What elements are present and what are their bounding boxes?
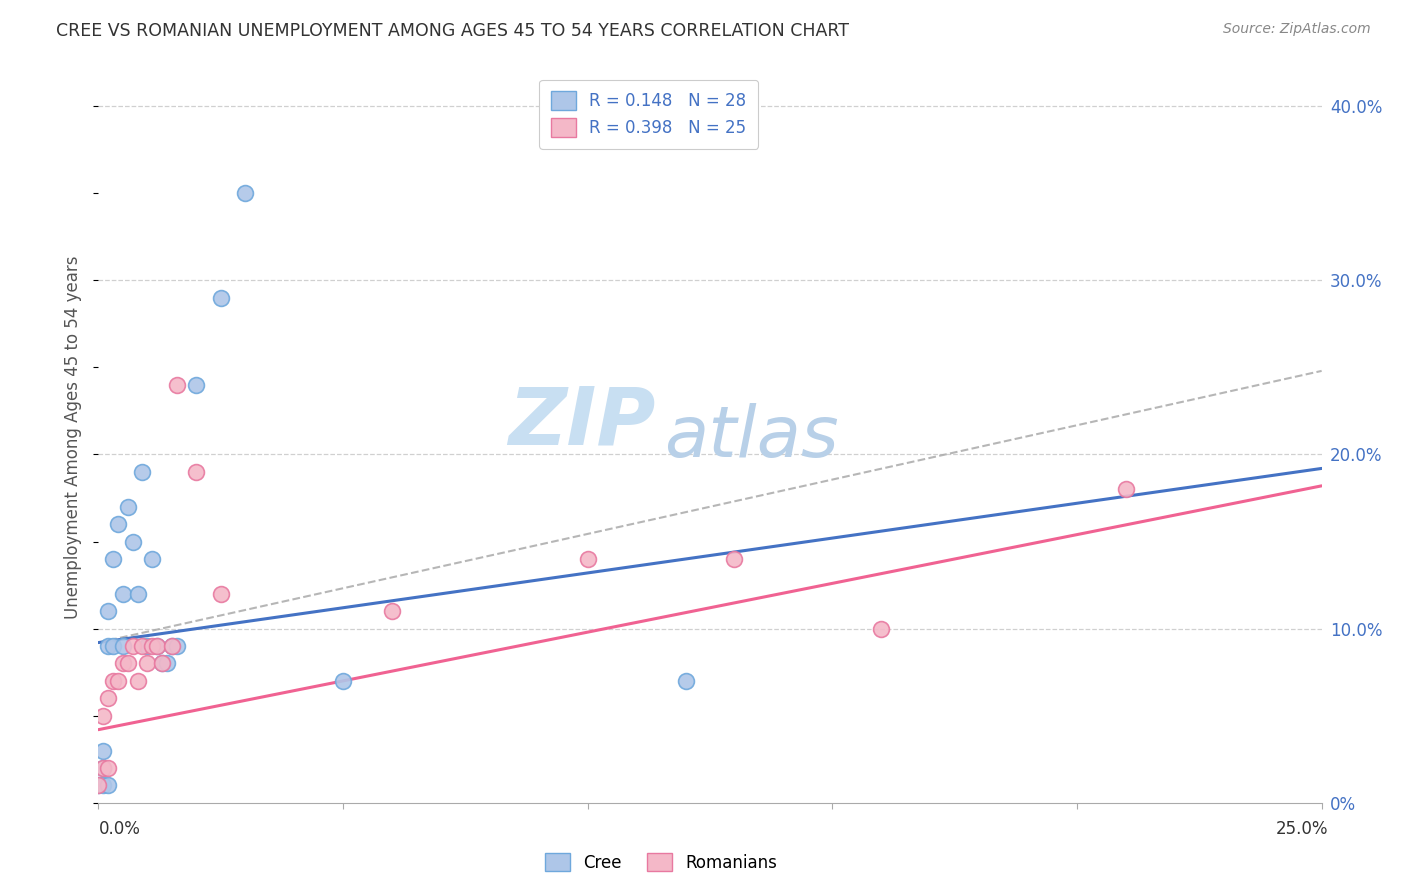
Point [91, 743, 114, 757]
Point [576, 552, 599, 566]
Point [381, 604, 404, 618]
Point [1115, 483, 1137, 497]
Point [101, 639, 124, 653]
Legend: Cree, Romanians: Cree, Romanians [538, 847, 783, 879]
Point [121, 534, 143, 549]
Text: atlas: atlas [664, 402, 838, 472]
Point [111, 587, 134, 601]
Point [141, 639, 163, 653]
Point [209, 291, 232, 305]
Point [127, 673, 149, 688]
Point [723, 552, 745, 566]
Point [150, 657, 173, 671]
Point [186, 377, 208, 392]
Point [121, 639, 143, 653]
Point [97, 761, 120, 775]
Point [209, 587, 232, 601]
Point [91, 708, 114, 723]
Point [166, 377, 188, 392]
Text: ZIP: ZIP [508, 384, 655, 461]
Point [107, 673, 129, 688]
Point [141, 552, 163, 566]
Point [91, 778, 114, 792]
Point [111, 657, 134, 671]
Point [136, 639, 159, 653]
Point [131, 639, 153, 653]
Point [97, 604, 120, 618]
Point [136, 657, 159, 671]
Point [91, 761, 114, 775]
Point [97, 639, 120, 653]
Point [87, 778, 110, 792]
Text: 0.0%: 0.0% [98, 820, 141, 838]
Point [160, 639, 183, 653]
Point [233, 186, 256, 201]
Point [97, 778, 120, 792]
Point [127, 587, 149, 601]
Point [117, 657, 139, 671]
Text: Source: ZipAtlas.com: Source: ZipAtlas.com [1223, 22, 1371, 37]
Y-axis label: Unemployment Among Ages 45 to 54 years: Unemployment Among Ages 45 to 54 years [65, 255, 83, 619]
Point [91, 761, 114, 775]
Point [870, 622, 893, 636]
Point [166, 639, 188, 653]
Text: 25.0%: 25.0% [1277, 820, 1329, 838]
Point [107, 517, 129, 532]
Point [332, 673, 354, 688]
Point [87, 778, 110, 792]
Point [150, 657, 173, 671]
Point [146, 639, 169, 653]
Point [101, 552, 124, 566]
Point [117, 500, 139, 514]
Point [156, 657, 179, 671]
Point [101, 673, 124, 688]
Point [97, 691, 120, 706]
Point [675, 673, 697, 688]
Point [146, 639, 169, 653]
Point [111, 639, 134, 653]
Point [131, 465, 153, 479]
Point [186, 465, 208, 479]
Text: CREE VS ROMANIAN UNEMPLOYMENT AMONG AGES 45 TO 54 YEARS CORRELATION CHART: CREE VS ROMANIAN UNEMPLOYMENT AMONG AGES… [56, 22, 849, 40]
Point [160, 639, 183, 653]
